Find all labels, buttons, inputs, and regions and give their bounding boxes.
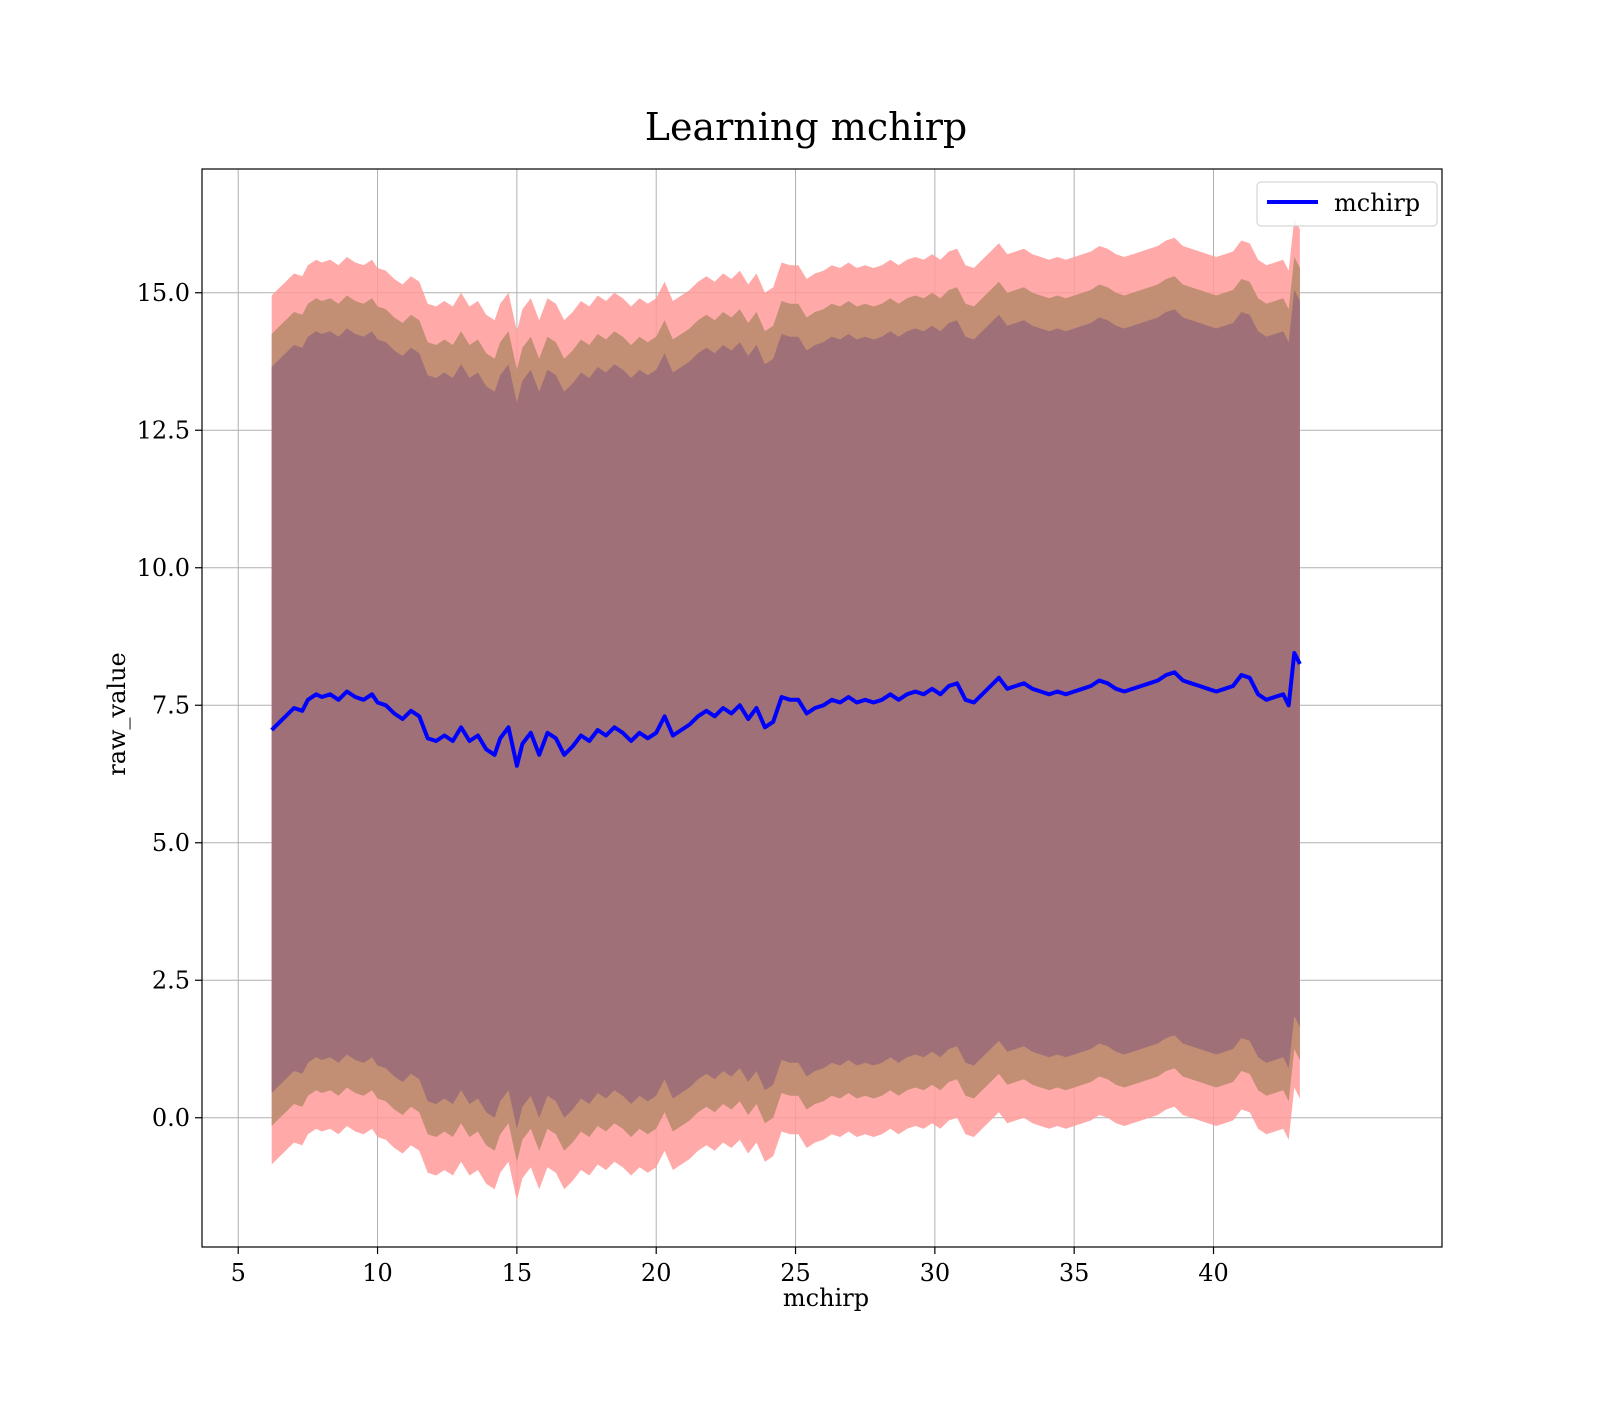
plot-frame [201,168,1443,1248]
y-axis-ticks: 0.0 2.5 5.0 7.5 10.0 12.5 15.0 [137,279,202,1132]
x-tick-label: 5 [231,1259,246,1287]
x-tick-label: 30 [920,1259,951,1287]
x-tick-label: 10 [362,1259,393,1287]
line-layer [270,651,1302,768]
series-line-mchirp [270,651,1302,768]
y-tick-label: 7.5 [152,691,190,719]
y-tick-label: 2.5 [152,966,190,994]
band-layer [271,218,1300,1201]
y-tick-label: 10.0 [137,554,190,582]
y-tick-label: 0.0 [152,1104,190,1132]
chart-title: Learning mchirp [645,105,967,149]
x-axis-label: mchirp [783,1284,869,1312]
y-tick-label: 12.5 [137,416,190,444]
x-tick-label: 20 [641,1259,672,1287]
legend: mchirp [1256,181,1438,227]
legend-entry-mchirp: mchirp [1334,189,1420,217]
x-tick-label: 15 [502,1259,533,1287]
x-tick-label: 35 [1059,1259,1090,1287]
y-tick-label: 15.0 [137,279,190,307]
x-tick-label: 40 [1198,1259,1229,1287]
y-tick-label: 5.0 [152,829,190,857]
band-inner [271,290,1300,1129]
legend-box [1256,181,1438,227]
x-axis-ticks: 5 10 15 20 25 30 35 40 [231,1247,1229,1287]
y-axis-label: raw_value [103,652,131,776]
x-tick-label: 25 [780,1259,811,1287]
